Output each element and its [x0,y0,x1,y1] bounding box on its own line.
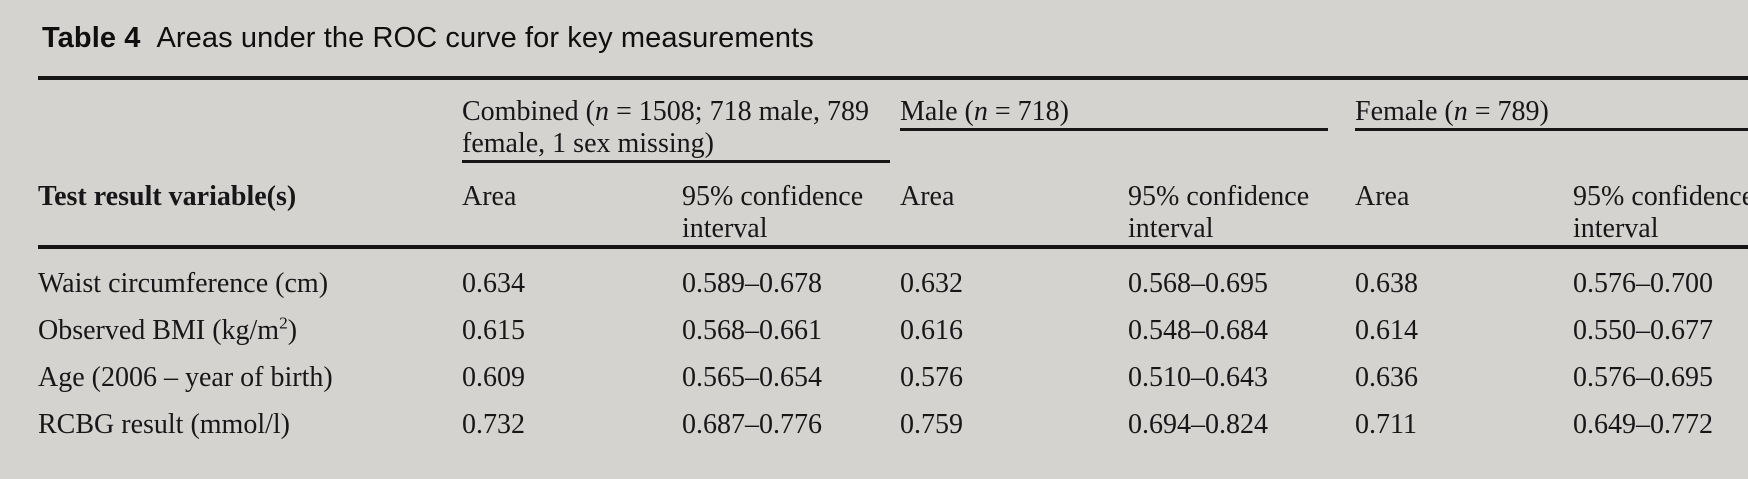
cell-male-area: 0.759 [900,409,963,440]
table-row: Age (2006 – year of birth) 0.609 0.565–0… [38,363,1748,410]
col-header-combined-ci: 95% confidence interval [682,181,864,244]
cell-female-area: 0.636 [1355,362,1418,393]
group-male-line1: Male (n = 718) [900,96,1069,127]
group-header-combined: Combined (n = 1508; 718 male, 789 female… [462,96,890,163]
cell-male-area: 0.616 [900,315,963,346]
table-body: Waist circumference (cm) 0.634 0.589–0.6… [38,249,1748,457]
table-row: Waist circumference (cm) 0.634 0.589–0.6… [38,269,1748,316]
cell-female-area: 0.711 [1355,409,1417,440]
col-header-female-area: Area [1355,181,1410,212]
cell-female-ci: 0.576–0.695 [1573,362,1713,393]
cell-variable: Observed BMI (kg/m2) [38,313,298,346]
header-bottom-rule [38,245,1748,249]
table-caption: Table 4 Areas under the ROC curve for key… [0,0,1748,54]
col-header-female-ci: 95% confidence interval [1573,181,1748,244]
cell-female-ci: 0.576–0.700 [1573,268,1713,299]
cell-combined-area: 0.732 [462,409,525,440]
cell-combined-ci: 0.687–0.776 [682,409,822,440]
group-header-row: Combined (n = 1508; 718 male, 789 female… [38,80,1748,163]
cell-female-ci: 0.649–0.772 [1573,409,1713,440]
cell-male-area: 0.632 [900,268,963,299]
cell-female-ci: 0.550–0.677 [1573,315,1713,346]
cell-combined-area: 0.609 [462,362,525,393]
cell-combined-area: 0.634 [462,268,525,299]
table-row: Observed BMI (kg/m2) 0.615 0.568–0.661 0… [38,313,1748,363]
group-combined-line1: Combined (n = 1508; 718 male, 789 [462,96,869,127]
cell-male-ci: 0.510–0.643 [1128,362,1268,393]
cell-male-ci: 0.694–0.824 [1128,409,1268,440]
top-rule [38,76,1748,80]
col-header-combined-area: Area [462,181,517,212]
cell-combined-ci: 0.568–0.661 [682,315,822,346]
cell-combined-area: 0.615 [462,315,525,346]
table-number: Table 4 [42,22,141,54]
row-header-label: Test result variable(s) [38,181,297,212]
cell-female-area: 0.614 [1355,315,1418,346]
cell-combined-ci: 0.589–0.678 [682,268,822,299]
italic-n: n [1453,96,1468,127]
cell-male-area: 0.576 [900,362,963,393]
italic-n: n [973,96,988,127]
column-header-row: Test result variable(s) Area 95% confide… [38,163,1748,245]
group-header-male: Male (n = 718) [900,96,1328,131]
cell-male-ci: 0.568–0.695 [1128,268,1268,299]
col-header-male-ci: 95% confidence interval [1128,181,1310,244]
cell-male-ci: 0.548–0.684 [1128,315,1268,346]
table-caption-text: Areas under the ROC curve for key measur… [156,22,814,54]
cell-variable: Age (2006 – year of birth) [38,362,333,393]
italic-n: n [595,96,609,127]
group-combined-line2: female, 1 sex missing) [462,128,714,159]
cell-variable: RCBG result (mmol/l) [38,409,290,440]
roc-table: Combined (n = 1508; 718 male, 789 female… [38,76,1748,457]
cell-combined-ci: 0.565–0.654 [682,362,822,393]
col-header-male-area: Area [900,181,955,212]
group-female-line1: Female (n = 789) [1355,96,1549,127]
group-header-female: Female (n = 789) [1355,96,1748,131]
table-row: RCBG result (mmol/l) 0.732 0.687–0.776 0… [38,410,1748,457]
cell-variable: Waist circumference (cm) [38,268,329,299]
cell-female-area: 0.638 [1355,268,1418,299]
